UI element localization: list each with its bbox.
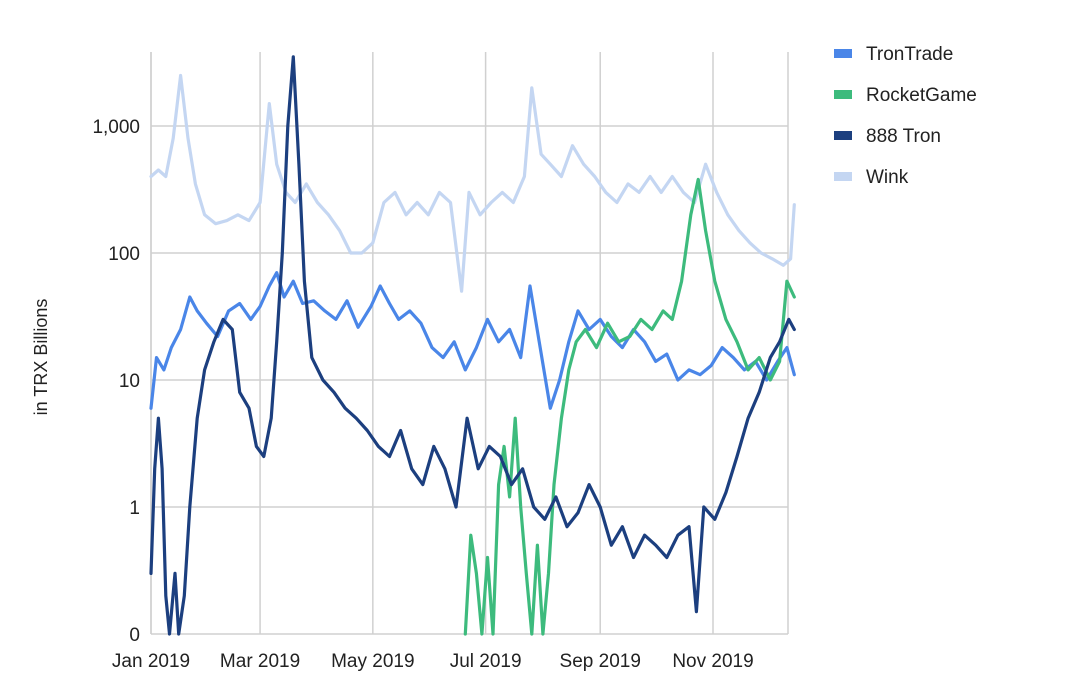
y-axis-label: in TRX Billions (31, 299, 51, 416)
legend-label: Wink (866, 167, 909, 188)
legend-label: 888 Tron (866, 126, 941, 147)
legend-swatch (834, 90, 852, 99)
series-line-888-tron (149, 55, 796, 636)
y-tick-label: 1 (129, 498, 140, 519)
tick-labels: 0 1 10 100 1,000 Jan 2019 Mar 2019 May 2019 Jul … (92, 117, 753, 672)
y-tick-label: 10 (119, 371, 140, 392)
y-tick-label: 1,000 (92, 117, 140, 138)
x-tick-label: Nov 2019 (672, 651, 753, 672)
x-tick-label: Jul 2019 (450, 651, 522, 672)
legend-swatch (834, 131, 852, 140)
series-line-trontrade (149, 271, 796, 410)
x-tick-label: Sep 2019 (560, 651, 641, 672)
legend-swatch (834, 172, 852, 181)
x-tick-label: Mar 2019 (220, 651, 300, 672)
legend-label: RocketGame (866, 85, 977, 106)
series-line-wink (149, 73, 796, 293)
x-tick-label: Jan 2019 (112, 651, 190, 672)
legend: TronTrade RocketGame 888 Tron Wink (834, 44, 977, 188)
y-tick-label: 100 (108, 244, 140, 265)
y-tick-label: 0 (129, 625, 140, 646)
x-tick-label: May 2019 (331, 651, 414, 672)
legend-label: TronTrade (866, 44, 953, 65)
series-line-rocketgame (463, 177, 796, 636)
series-layer (149, 55, 796, 636)
legend-swatch (834, 49, 852, 58)
